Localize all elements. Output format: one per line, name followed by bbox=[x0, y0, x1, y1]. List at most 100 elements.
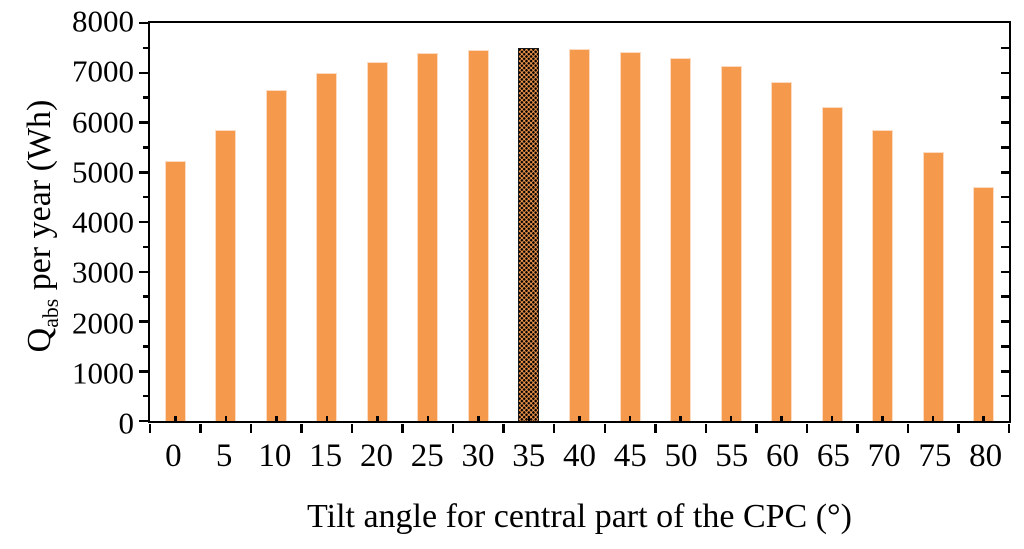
y-right-tick bbox=[1001, 121, 1009, 124]
y-tick-label: 1000 bbox=[72, 355, 134, 391]
x-center-tick bbox=[426, 416, 430, 421]
y-minor-tick bbox=[142, 345, 148, 348]
y-major-tick bbox=[138, 71, 148, 74]
x-tick-label: 20 bbox=[359, 438, 393, 474]
x-boundary-tick bbox=[350, 423, 354, 433]
x-center-tick bbox=[679, 416, 682, 421]
x-boundary-tick bbox=[502, 423, 505, 433]
y-tick-label: 2000 bbox=[72, 305, 134, 340]
bar-40 bbox=[569, 48, 590, 421]
x-axis-tick-labels: 0 5 10 15 20 25 30 35 40 45 50 55 60 65 70 75 80 bbox=[148, 438, 1011, 478]
y-tick-label: 5000 bbox=[72, 154, 134, 190]
x-center-tick bbox=[174, 416, 177, 421]
bar-15 bbox=[316, 72, 338, 421]
bar-70 bbox=[872, 130, 894, 421]
y-right-tick bbox=[1001, 71, 1009, 74]
x-center-tick bbox=[729, 416, 733, 421]
y-minor-tick bbox=[142, 295, 148, 298]
y-right-tick bbox=[1001, 270, 1009, 273]
x-center-tick bbox=[780, 416, 783, 421]
x-boundary-tick bbox=[603, 423, 606, 433]
x-tick-label: 45 bbox=[613, 438, 647, 474]
y-right-tick bbox=[1001, 220, 1009, 224]
bar-20 bbox=[366, 62, 388, 421]
bar-highlight-35 bbox=[518, 47, 540, 421]
bar-60 bbox=[771, 81, 793, 421]
x-boundary-tick bbox=[249, 423, 253, 433]
x-center-tick bbox=[578, 416, 581, 421]
x-boundary-tick bbox=[704, 423, 708, 433]
y-tick-label: 6000 bbox=[72, 104, 134, 139]
bar-25 bbox=[417, 53, 439, 421]
bar-10 bbox=[265, 90, 287, 421]
x-boundary-tick bbox=[957, 423, 960, 433]
x-tick-label: 65 bbox=[816, 438, 850, 474]
y-right-tick bbox=[1001, 171, 1009, 174]
x-tick-label: 35 bbox=[512, 438, 546, 474]
y-major-tick bbox=[138, 419, 148, 423]
bar-45 bbox=[619, 51, 641, 421]
x-center-tick bbox=[275, 416, 278, 421]
y-major-tick bbox=[138, 370, 148, 373]
y-tick-label: 4000 bbox=[72, 204, 134, 240]
y-major-tick bbox=[138, 270, 148, 273]
x-boundary-tick bbox=[856, 423, 859, 433]
x-center-tick bbox=[881, 416, 884, 421]
x-center-tick bbox=[982, 416, 985, 421]
y-minor-tick bbox=[142, 394, 148, 398]
y-major-tick bbox=[138, 320, 148, 323]
bar-75 bbox=[922, 151, 944, 421]
x-boundary-tick bbox=[906, 423, 910, 433]
y-tick-label: 8000 bbox=[72, 3, 134, 39]
y-minor-tick bbox=[142, 245, 148, 249]
x-tick-label: 5 bbox=[215, 438, 233, 474]
bar-80 bbox=[973, 186, 995, 421]
y-right-tick bbox=[1001, 320, 1009, 323]
x-boundary-tick bbox=[300, 423, 303, 433]
x-boundary-tick bbox=[199, 423, 202, 433]
x-center-tick bbox=[325, 416, 329, 421]
x-tick-label: 30 bbox=[461, 438, 495, 474]
y-tick-label: 0 bbox=[118, 405, 135, 441]
x-center-tick bbox=[830, 416, 834, 421]
y-right-tick bbox=[1001, 46, 1009, 50]
plot-area bbox=[138, 21, 1011, 433]
x-boundary-tick bbox=[654, 423, 657, 433]
y-major-tick bbox=[138, 171, 148, 174]
y-minor-tick bbox=[142, 96, 148, 99]
y-axis-tick-labels: 0 1000 2000 3000 4000 5000 6000 7000 8000 bbox=[0, 6, 136, 439]
y-major-tick bbox=[138, 220, 148, 224]
y-major-tick bbox=[138, 21, 148, 25]
x-center-tick bbox=[628, 416, 632, 421]
y-right-tick bbox=[1001, 195, 1009, 199]
x-tick-label: 25 bbox=[410, 438, 444, 474]
bar-30 bbox=[467, 50, 489, 421]
x-tick-label: 80 bbox=[969, 438, 1003, 474]
bar-55 bbox=[720, 66, 742, 421]
y-right-tick bbox=[1001, 345, 1009, 348]
bar-0 bbox=[164, 160, 186, 421]
x-boundary-tick bbox=[451, 423, 455, 433]
bar-50 bbox=[670, 57, 692, 421]
x-tick-label: 55 bbox=[715, 438, 749, 474]
y-right-tick bbox=[1001, 370, 1009, 373]
y-minor-tick bbox=[142, 195, 148, 199]
y-major-tick bbox=[138, 121, 148, 124]
x-center-tick bbox=[931, 416, 935, 421]
y-minor-tick bbox=[142, 146, 148, 149]
y-right-tick bbox=[1001, 146, 1009, 149]
x-boundary-tick bbox=[755, 423, 758, 433]
x-tick-label: 75 bbox=[918, 438, 952, 474]
x-axis-title: Tilt angle for central part of the CPC (… bbox=[307, 498, 852, 535]
bar-5 bbox=[215, 129, 237, 421]
y-right-tick bbox=[1001, 295, 1009, 298]
x-center-tick bbox=[527, 416, 531, 421]
y-tick-label: 3000 bbox=[72, 254, 134, 290]
x-center-tick bbox=[224, 416, 228, 421]
x-tick-label: 60 bbox=[766, 438, 800, 474]
x-boundary-tick bbox=[148, 423, 152, 433]
bar-65 bbox=[821, 106, 843, 421]
y-right-tick bbox=[1001, 394, 1009, 398]
y-minor-tick bbox=[142, 46, 148, 50]
